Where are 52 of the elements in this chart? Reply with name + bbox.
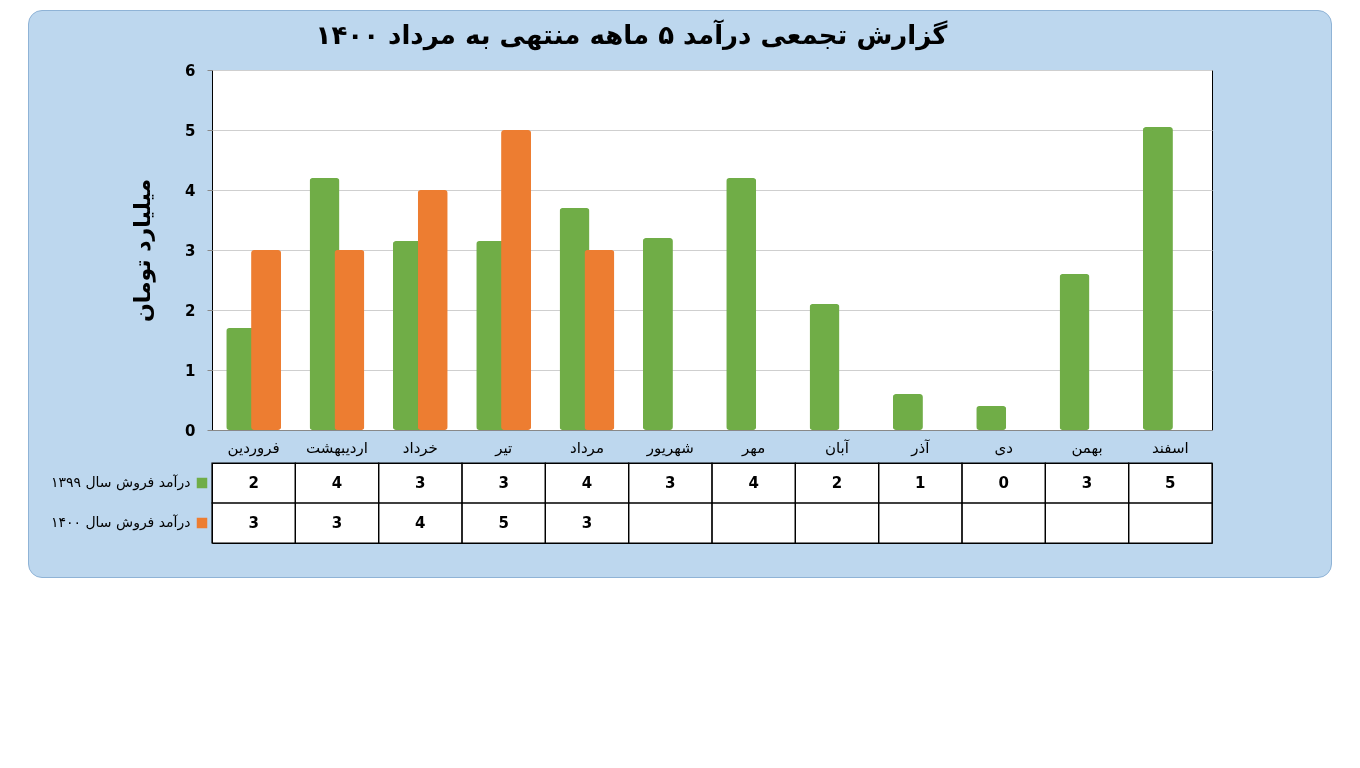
bar [417,190,448,430]
x-tick-label: تیر [494,438,513,457]
bar [584,250,615,430]
x-tick-label: آبان [825,438,850,457]
y-tick-label: 5 [185,121,196,140]
bar [892,394,923,430]
y-tick-label: 6 [185,61,196,80]
x-tick-label: آذر [910,438,931,457]
x-tick-label: مرداد [570,438,604,457]
data-label: 2 [248,474,259,492]
bar [809,304,840,430]
data-label: 3 [1081,474,1093,492]
bar [334,250,365,430]
x-tick-label: مهر [741,438,766,457]
y-tick-label: 0 [185,421,196,440]
legend-label: درآمد فروش سال ۱۳۹۹ [50,474,191,491]
chart-title: گزارش تجمعی درآمد ۵ ماهه منتهی به مرداد ۱۴۰۰ [315,18,949,51]
data-label: 5 [1165,474,1176,492]
data-label: 3 [331,514,343,532]
y-tick-label: 1 [185,361,196,380]
data-label: 5 [498,514,509,532]
x-tick-label: اردیبهشت [306,438,368,457]
data-label: 3 [498,474,509,492]
x-tick-label: بهمن [1071,438,1103,457]
bar [251,250,282,430]
data-label: 4 [415,514,426,532]
bar [501,130,532,430]
bar [1059,274,1090,430]
y-tick-label: 4 [185,181,196,200]
y-tick-label: 3 [185,241,196,260]
data-label: 1 [915,474,926,492]
data-label: 0 [998,474,1009,492]
bar [726,178,757,430]
x-tick-label: شهریور [645,438,694,457]
data-label: 2 [831,474,843,492]
x-tick-label: دی [994,438,1013,457]
data-label: 4 [581,474,593,492]
x-tick-label: اسفند [1151,438,1189,457]
data-label: 3 [581,514,593,532]
bar [642,238,673,430]
bar [976,406,1007,430]
x-tick-label: خرداد [402,438,438,457]
x-tick-label: فروردین [227,438,280,457]
data-label: 3 [248,514,259,532]
legend-label: درآمد فروش سال ۱۴۰۰ [50,514,191,531]
y-axis-title: میلیارد تومان [130,178,157,323]
data-label: 3 [415,474,426,492]
y-tick-label: 2 [185,301,196,320]
data-label: 4 [748,474,759,492]
data-label: 3 [665,474,676,492]
bar [1142,127,1173,430]
data-label: 4 [331,474,343,492]
